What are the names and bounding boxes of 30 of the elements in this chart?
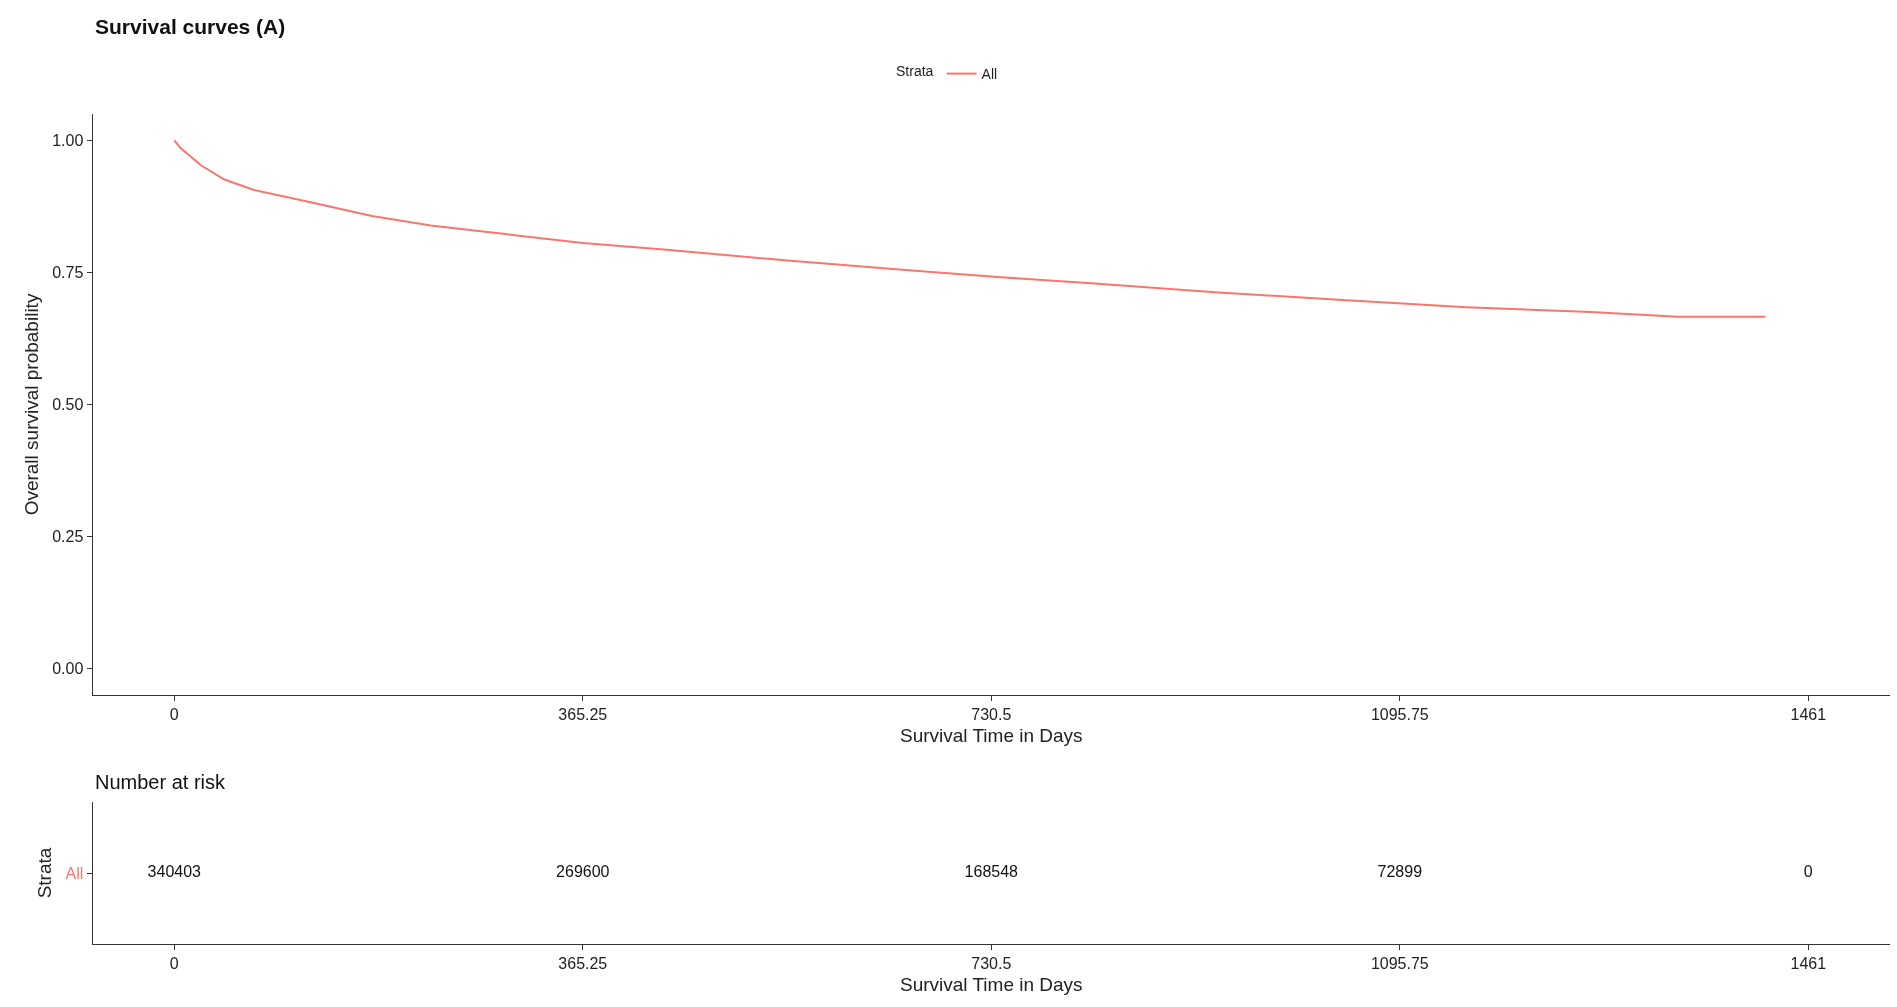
y-axis-title: Overall survival probability bbox=[21, 293, 43, 516]
data-label: 168548 bbox=[964, 863, 1019, 880]
y-axis-title: Strata bbox=[34, 847, 56, 899]
x-tick-label: 1095.75 bbox=[1370, 706, 1429, 724]
y-tick-label: 1.00 bbox=[52, 132, 84, 150]
x-tick-label: 365.25 bbox=[558, 955, 608, 973]
data-label: 340403 bbox=[147, 863, 202, 880]
y-tick-label: 0.00 bbox=[52, 660, 84, 678]
x-tick-label: 1461 bbox=[1790, 955, 1827, 973]
data-label: 269600 bbox=[556, 863, 610, 880]
y-tick-label: 0.25 bbox=[52, 528, 84, 546]
x-tick-label: 0 bbox=[169, 955, 179, 973]
y-tick-label: 0.75 bbox=[52, 264, 84, 282]
legend-title: Strata bbox=[896, 63, 934, 80]
line-series bbox=[173, 139, 1767, 318]
x-axis-title: Survival Time in Days bbox=[899, 725, 1083, 747]
x-axis-title: Survival Time in Days bbox=[899, 974, 1083, 996]
legend-label: All bbox=[981, 66, 998, 83]
chart-title: Number at risk bbox=[95, 771, 227, 793]
data-label: 72899 bbox=[1377, 863, 1423, 880]
x-tick-label: 1095.75 bbox=[1370, 955, 1429, 973]
x-tick-label: 730.5 bbox=[971, 706, 1012, 724]
x-tick-label: 365.25 bbox=[558, 706, 608, 724]
chart-title: Survival curves (A) bbox=[95, 15, 286, 38]
y-tick-label: All bbox=[65, 864, 84, 882]
x-tick-label: 730.5 bbox=[971, 955, 1012, 973]
x-tick-label: 1461 bbox=[1790, 706, 1827, 724]
data-label: 0 bbox=[1803, 863, 1813, 880]
x-tick-label: 0 bbox=[169, 706, 179, 724]
y-tick-label: 0.50 bbox=[52, 396, 84, 414]
